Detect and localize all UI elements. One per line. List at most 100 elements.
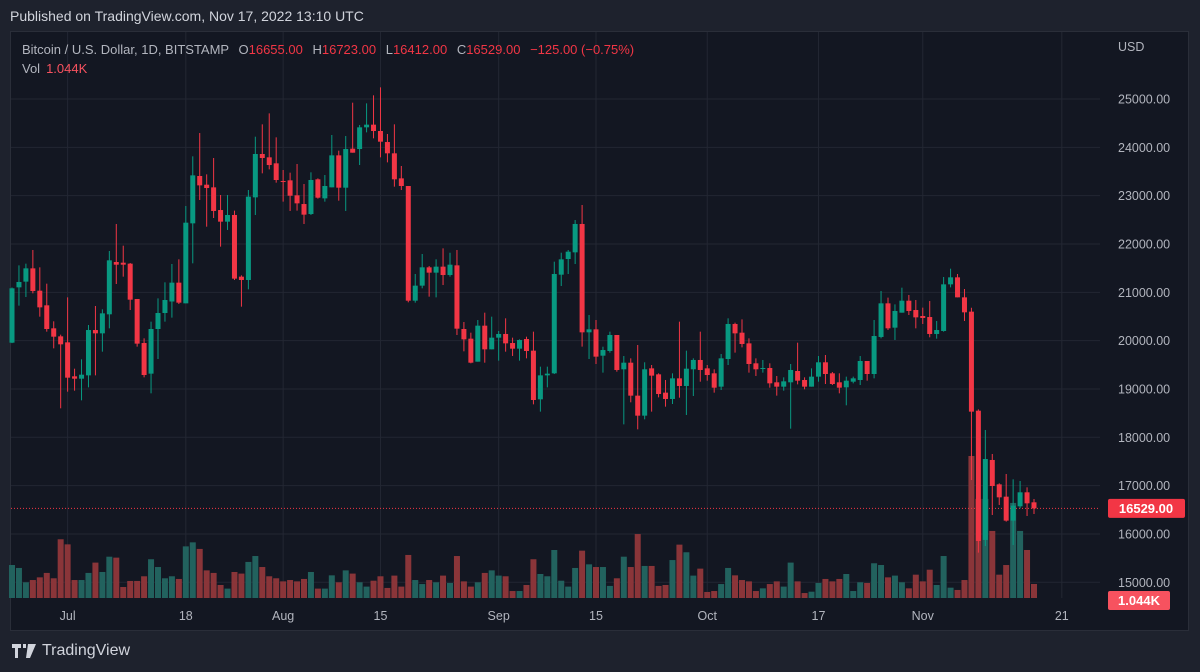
volume-bar bbox=[15, 567, 22, 598]
candle bbox=[79, 359, 85, 401]
candle-body bbox=[30, 268, 36, 292]
candle-body bbox=[280, 181, 286, 183]
candle-body bbox=[906, 300, 912, 311]
volume-bar bbox=[141, 576, 148, 598]
candle-body bbox=[447, 264, 453, 276]
candle bbox=[16, 265, 22, 306]
volume-bar bbox=[544, 576, 551, 598]
symbol-title[interactable]: Bitcoin / U.S. Dollar, 1D, BITSTAMP bbox=[22, 42, 229, 57]
volume-bar bbox=[217, 584, 224, 598]
candle-body bbox=[329, 155, 335, 188]
candle bbox=[975, 409, 981, 553]
candle-body bbox=[843, 380, 849, 388]
volume-bar bbox=[836, 578, 843, 598]
chart-legend: Bitcoin / U.S. Dollar, 1D, BITSTAMP O166… bbox=[22, 40, 634, 78]
volume-bar bbox=[891, 575, 898, 598]
candle bbox=[1010, 479, 1016, 545]
candle bbox=[934, 320, 940, 339]
candle-body bbox=[419, 267, 425, 286]
candle bbox=[683, 350, 689, 415]
candle-body bbox=[489, 337, 495, 350]
candle bbox=[120, 245, 126, 277]
candle bbox=[141, 338, 147, 378]
candle-body bbox=[857, 360, 863, 380]
volume-bar bbox=[134, 580, 141, 598]
candle bbox=[85, 324, 91, 388]
candle-body bbox=[405, 185, 411, 301]
volume-bar bbox=[697, 568, 704, 598]
candle-body bbox=[426, 267, 432, 273]
candle-body bbox=[809, 376, 815, 387]
candle-body bbox=[537, 375, 543, 400]
candle bbox=[92, 305, 98, 376]
candle-body bbox=[572, 223, 578, 253]
candle-body bbox=[120, 262, 126, 265]
candle bbox=[30, 249, 36, 294]
candle-body bbox=[635, 395, 641, 416]
close-label: C bbox=[456, 42, 467, 57]
candle bbox=[725, 318, 731, 366]
candle-body bbox=[795, 371, 801, 381]
candle bbox=[190, 156, 196, 264]
volume-bar bbox=[926, 569, 933, 598]
candle-body bbox=[697, 359, 703, 370]
candle bbox=[628, 358, 634, 403]
footer-brand[interactable]: TradingView bbox=[12, 642, 130, 660]
candle bbox=[989, 453, 995, 515]
candle-body bbox=[565, 251, 571, 260]
time-tick-label: 15 bbox=[589, 609, 603, 623]
candle-body bbox=[461, 329, 467, 340]
volume-bar bbox=[1024, 549, 1031, 598]
volume-bar bbox=[1003, 565, 1010, 598]
candle-body bbox=[1017, 492, 1023, 507]
volume-bar bbox=[363, 586, 370, 598]
volume-bar bbox=[349, 573, 356, 598]
candle bbox=[621, 356, 627, 425]
volume-bar bbox=[878, 565, 885, 598]
candle bbox=[106, 250, 112, 329]
candle bbox=[287, 172, 293, 211]
candle-body bbox=[141, 343, 147, 376]
candle bbox=[204, 174, 210, 227]
candle-body bbox=[127, 263, 133, 300]
volume-bar bbox=[182, 546, 189, 598]
candle bbox=[913, 300, 919, 329]
candle bbox=[454, 249, 460, 335]
candle bbox=[822, 355, 828, 385]
candle-body bbox=[162, 300, 168, 314]
candle bbox=[308, 172, 314, 215]
candle-body bbox=[176, 282, 182, 303]
candle-body bbox=[259, 153, 265, 159]
candle bbox=[475, 320, 481, 362]
volume-bar bbox=[996, 574, 1003, 598]
candle bbox=[746, 338, 752, 373]
candle bbox=[197, 133, 203, 201]
candle-body bbox=[878, 303, 884, 337]
candle bbox=[906, 294, 912, 315]
candle-body bbox=[961, 297, 967, 313]
candle-body bbox=[92, 330, 98, 334]
candle bbox=[579, 204, 585, 347]
volume-bar bbox=[50, 578, 57, 598]
candle bbox=[294, 164, 300, 211]
candle-body bbox=[377, 130, 383, 142]
candle-body bbox=[642, 369, 648, 416]
price-tick-label: 24000.00 bbox=[1118, 141, 1170, 155]
volume-bar bbox=[64, 544, 71, 598]
candle-body bbox=[815, 362, 821, 377]
candle bbox=[718, 353, 724, 390]
candle bbox=[899, 287, 905, 313]
volume-bar bbox=[676, 544, 683, 598]
candle-body bbox=[593, 329, 599, 357]
candle-body bbox=[517, 339, 523, 349]
candle bbox=[280, 169, 286, 202]
time-tick-label: Jul bbox=[60, 609, 76, 623]
candle bbox=[635, 344, 641, 430]
time-axis[interactable]: Jul 18 Aug 15 Sep 15 Oct 17 Nov 21 bbox=[60, 609, 1069, 623]
volume-bar bbox=[155, 567, 161, 598]
candle bbox=[927, 301, 933, 338]
time-tick-label: 18 bbox=[179, 609, 193, 623]
volume-label[interactable]: Vol bbox=[22, 61, 41, 76]
candle bbox=[238, 275, 244, 307]
